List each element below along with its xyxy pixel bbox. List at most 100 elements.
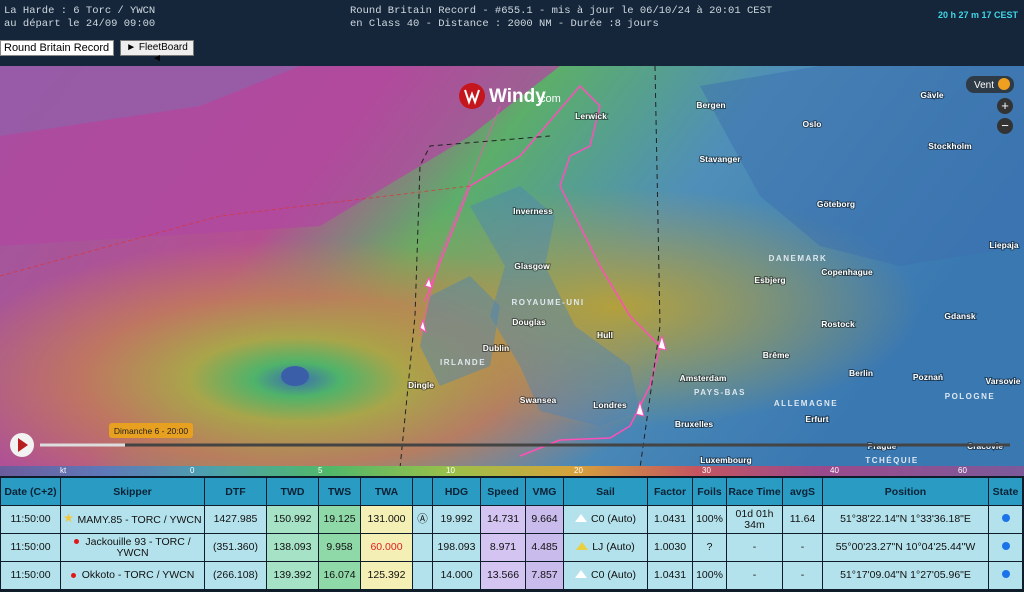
cell-text: 19.992 xyxy=(440,513,473,525)
cell: Jackouille 93 - TORC / YWCN xyxy=(60,533,205,562)
cell-text: 9.958 xyxy=(326,541,353,553)
cell: 19.992 xyxy=(432,505,481,534)
cell: 1.0431 xyxy=(647,561,693,590)
cell: 138.093 xyxy=(266,533,319,562)
city-label: Stockholm xyxy=(928,141,972,151)
column-header: Race Time xyxy=(726,477,783,506)
map[interactable]: Windy .com Vent + − Lerwick Bergen Oslo Gäv… xyxy=(0,66,1024,468)
scale-label: 40 xyxy=(830,466,839,475)
fleetboard-button[interactable]: ► FleetBoard ◄ xyxy=(120,40,194,64)
cell-text: MAMY.85 - TORC / YWCN xyxy=(77,514,202,526)
state-cell xyxy=(988,561,1023,590)
state-dot xyxy=(1001,570,1010,578)
cell: 131.000 xyxy=(360,505,413,534)
cell-text: LJ (Auto) xyxy=(592,541,635,553)
cell-text: 131.000 xyxy=(367,513,406,525)
cell: 1.0030 xyxy=(647,533,693,562)
cell-text: 1427.985 xyxy=(213,513,258,525)
cell-text: - xyxy=(800,541,805,553)
cell: MAMY.85 - TORC / YWCN xyxy=(60,505,205,534)
cell-text: 100% xyxy=(696,513,723,525)
cell-text: 11:50:00 xyxy=(10,569,51,581)
cell-text: 150.992 xyxy=(273,513,312,525)
cell: 55°00'23.27"N 10°04'25.44"W xyxy=(822,533,989,562)
column-header: Skipper xyxy=(60,477,205,506)
cell-text: 11:50:00 xyxy=(10,513,51,525)
cell: 198.093 xyxy=(432,533,481,562)
header: La Harde : 6 Torc / YWCN au départ le 24/… xyxy=(0,0,1024,40)
city-label: Göteborg xyxy=(817,199,855,209)
controls: Round Britain Record ► FleetBoard ◄ xyxy=(0,40,1024,66)
cell-text: 198.093 xyxy=(437,541,476,553)
zoom-out[interactable]: − xyxy=(1001,118,1009,133)
cell-text: 100% xyxy=(696,569,723,581)
cell-text: 51°17'09.04"N 1°27'05.96"E xyxy=(840,569,971,581)
cell: 11:50:00 xyxy=(0,505,61,534)
state-dot xyxy=(1001,514,1010,522)
column-header: avgS xyxy=(782,477,823,506)
cell: 8.971 xyxy=(480,533,526,562)
country-label: IRLANDE xyxy=(440,358,486,367)
cell-text: - xyxy=(752,569,757,581)
cell: 14.731 xyxy=(480,505,526,534)
skipper-icon xyxy=(70,572,76,578)
fleet-row: 11:50:00 Okkoto - TORC / YWCN (266.108) 139… xyxy=(0,561,1023,590)
brand-suffix: .com xyxy=(537,93,561,105)
column-header: VMG xyxy=(525,477,564,506)
title-line: Round Britain Record - #655.1 - mis à jo… xyxy=(350,5,773,17)
column-header: TWD xyxy=(266,477,319,506)
cell-text: 125.392 xyxy=(367,569,406,581)
cell-text: - xyxy=(800,569,805,581)
cell-text: 1.0030 xyxy=(653,541,687,553)
zoom-in[interactable]: + xyxy=(1001,98,1009,113)
city-label: Londres xyxy=(593,400,627,410)
cell: LJ (Auto) xyxy=(563,533,648,562)
cell-text: C0 (Auto) xyxy=(591,569,636,581)
cell: 16.074 xyxy=(318,561,361,590)
country-label: ALLEMAGNE xyxy=(774,399,838,408)
fleet-row: 11:50:00 Jackouille 93 - TORC / YWCN (351.… xyxy=(0,533,1023,562)
cell-text: 19.125 xyxy=(323,513,356,525)
cell: 14.000 xyxy=(432,561,481,590)
cell-text: (266.108) xyxy=(213,569,258,581)
column-header: HDG xyxy=(432,477,481,506)
city-label: Poznań xyxy=(913,372,943,382)
sail-icon xyxy=(575,514,588,522)
cell: 125.392 xyxy=(360,561,413,590)
city-label: Inverness xyxy=(513,206,553,216)
skipper-icon xyxy=(74,539,80,545)
city-label: Oslo xyxy=(803,119,822,129)
city-label: Liepaja xyxy=(989,240,1019,250)
scale-label: 10 xyxy=(446,466,455,475)
cell: 19.125 xyxy=(318,505,361,534)
race-info: La Harde : 6 Torc / YWCN au départ le 24/… xyxy=(4,5,155,31)
race-select[interactable]: Round Britain Record xyxy=(0,40,114,56)
layer-button[interactable]: Vent xyxy=(974,80,994,91)
state-cell xyxy=(988,533,1023,562)
cell: 51°17'09.04"N 1°27'05.96"E xyxy=(822,561,989,590)
cell: 1.0431 xyxy=(647,505,693,534)
city-label: Luxembourg xyxy=(700,455,751,465)
cell: 11:50:00 xyxy=(0,533,61,562)
country-label: ROYAUME-UNI xyxy=(511,298,584,307)
cell xyxy=(412,561,433,590)
cell: 11:50:00 xyxy=(0,561,61,590)
cell: C0 (Auto) xyxy=(563,505,648,534)
cell-text: 9.664 xyxy=(531,513,558,525)
city-label: Douglas xyxy=(512,317,546,327)
city-label: Gdansk xyxy=(944,311,975,321)
sail-icon xyxy=(576,542,589,550)
country-label: POLOGNE xyxy=(945,392,996,401)
state-cell xyxy=(988,505,1023,534)
cell-text: 139.392 xyxy=(273,569,312,581)
cell-text: ? xyxy=(706,541,713,553)
sail-icon xyxy=(575,570,588,578)
city-label: Copenhague xyxy=(821,267,873,277)
city-label: Erfurt xyxy=(805,414,828,424)
city-label: Dingle xyxy=(408,380,434,390)
start-line: au départ le 24/09 09:00 xyxy=(4,18,156,30)
skipper-icon xyxy=(63,513,74,523)
cell: 139.392 xyxy=(266,561,319,590)
cell-text: 55°00'23.27"N 10°04'25.44"W xyxy=(835,541,976,553)
